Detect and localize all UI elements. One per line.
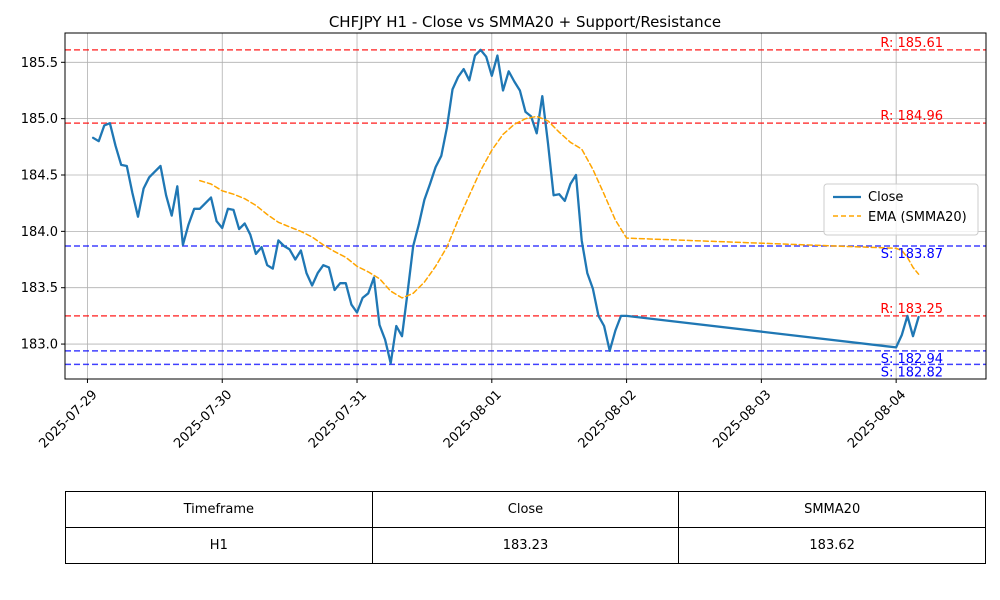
table-cell-timeframe: H1 <box>65 527 373 564</box>
table-header-smma20: SMMA20 <box>678 491 986 528</box>
level-labels: R: 185.61 R: 184.96 S: 183.87 R: 183.25 S: 1… <box>880 36 943 380</box>
y-tick-label: 185.0 <box>21 112 58 127</box>
axis-ticks: 183.0 183.5 184.0 184.5 185.0 185.5 2025-07-29… <box>21 56 909 452</box>
legend: Close EMA (SMMA20) <box>823 183 979 236</box>
y-tick-label: 185.5 <box>21 56 58 71</box>
x-tick-label: 2025-08-04 <box>845 387 909 451</box>
legend-box <box>823 183 979 236</box>
table-header-row: Timeframe Close SMMA20 <box>65 491 986 528</box>
table-cell-smma20: 183.62 <box>678 527 986 564</box>
close-line <box>91 48 920 365</box>
x-tick-label: 2025-08-01 <box>441 387 505 451</box>
table-cell-close: 183.23 <box>371 527 680 564</box>
x-tick-label: 2025-08-02 <box>576 387 640 451</box>
x-tick-label: 2025-07-31 <box>306 387 370 451</box>
support-resistance-lines <box>65 49 986 366</box>
plot-frame <box>64 32 987 380</box>
summary-table: Timeframe Close SMMA20 H1 183.23 183.62 <box>65 491 986 564</box>
legend-smma-label: EMA (SMMA20) <box>868 210 967 225</box>
x-tick-label: 2025-08-03 <box>710 387 774 451</box>
series-lines <box>91 48 920 365</box>
smma20-line <box>199 115 920 299</box>
resistance-label: R: 183.25 <box>880 302 943 317</box>
x-tick-label: 2025-07-30 <box>171 387 235 451</box>
legend-close-label: Close <box>868 190 903 205</box>
resistance-label: R: 184.96 <box>880 109 943 124</box>
y-tick-label: 184.5 <box>21 169 58 184</box>
support-label: S: 182.82 <box>881 365 943 380</box>
support-label: S: 182.94 <box>881 352 943 367</box>
chart: CHFJPY H1 - Close vs SMMA20 + Support/Re… <box>21 13 987 452</box>
resistance-label: R: 185.61 <box>880 36 943 51</box>
table-header-close: Close <box>371 491 680 528</box>
support-label: S: 183.87 <box>881 247 943 262</box>
table-header-timeframe: Timeframe <box>65 491 373 528</box>
y-tick-label: 184.0 <box>21 225 58 240</box>
y-tick-label: 183.0 <box>21 338 58 353</box>
table-row: H1 183.23 183.62 <box>65 527 986 564</box>
chart-title: CHFJPY H1 - Close vs SMMA20 + Support/Re… <box>329 13 721 31</box>
y-tick-label: 183.5 <box>21 281 58 296</box>
x-tick-label: 2025-07-29 <box>36 387 100 451</box>
